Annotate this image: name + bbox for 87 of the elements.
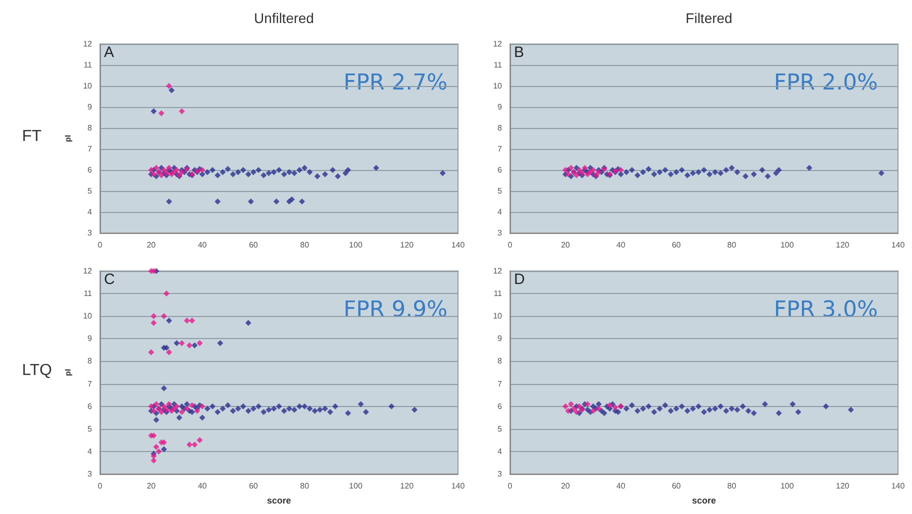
x-tick-label: 80 xyxy=(300,240,310,250)
x-tick-label: 80 xyxy=(727,240,737,250)
y-tick-label: 10 xyxy=(493,312,503,321)
annotation: FPR 2.0% xyxy=(774,70,878,96)
text: FT xyxy=(22,128,42,145)
y-axis-title: pI xyxy=(64,368,73,376)
annotation: C xyxy=(104,271,115,288)
x-tick-label: 20 xyxy=(146,482,156,490)
x-tick-label: 0 xyxy=(98,240,103,250)
y-tick-label: 9 xyxy=(498,334,503,344)
y-tick-label: 6 xyxy=(88,166,93,174)
x-axis-title: score xyxy=(692,496,716,506)
x-tick-label: 60 xyxy=(248,482,258,490)
x-tick-label: 40 xyxy=(616,482,626,490)
x-axis-title: score xyxy=(266,496,292,506)
x-tick-label: 40 xyxy=(198,482,208,490)
y-tick-label: 11 xyxy=(84,60,93,70)
y-tick-label: 11 xyxy=(84,289,93,298)
chart-title: Unfiltered xyxy=(254,10,314,26)
x-tick-label: 120 xyxy=(400,240,414,250)
y-tick-label: 4 xyxy=(88,446,93,456)
y-tick-label: 5 xyxy=(88,424,93,434)
y-tick-label: 7 xyxy=(498,379,503,388)
annotation: FPR 9.9% xyxy=(343,298,448,322)
y-tick-label: 5 xyxy=(498,424,503,434)
y-tick-label: 6 xyxy=(498,166,503,174)
y-tick-label: 8 xyxy=(498,124,503,132)
annotation: D xyxy=(514,271,525,288)
y-tick-label: 4 xyxy=(498,446,503,456)
y-tick-label: 10 xyxy=(83,312,93,321)
y-tick-label: 12 xyxy=(493,40,503,48)
y-tick-label: 6 xyxy=(498,402,503,411)
y-tick-label: 12 xyxy=(83,40,93,48)
y-tick-label: 3 xyxy=(88,470,93,478)
y-tick-label: 12 xyxy=(83,266,93,276)
x-tick-label: 80 xyxy=(300,482,310,490)
text: LTQ xyxy=(22,362,52,379)
x-tick-label: 60 xyxy=(672,240,682,250)
chart-title: Filtered xyxy=(686,10,732,26)
x-tick-label: 40 xyxy=(198,240,208,250)
x-tick-label: 0 xyxy=(508,482,513,490)
y-tick-label: 5 xyxy=(498,186,503,196)
y-tick-label: 11 xyxy=(494,60,503,70)
x-tick-label: 0 xyxy=(98,482,103,490)
x-tick-label: 100 xyxy=(780,240,794,250)
y-tick-label: 6 xyxy=(88,402,93,411)
y-tick-label: 4 xyxy=(498,208,503,216)
y-tick-label: 7 xyxy=(88,379,93,388)
x-tick-label: 140 xyxy=(451,240,466,250)
y-tick-label: 10 xyxy=(493,82,503,90)
y-tick-label: 9 xyxy=(88,334,93,344)
y-tick-label: 5 xyxy=(88,186,93,196)
x-tick-label: 100 xyxy=(349,482,363,490)
y-tick-label: 8 xyxy=(88,356,93,366)
x-tick-label: 120 xyxy=(400,482,414,490)
y-tick-label: 7 xyxy=(88,144,93,154)
y-tick-label: 8 xyxy=(498,356,503,366)
x-tick-label: 120 xyxy=(836,482,850,490)
y-axis-title: pI xyxy=(64,134,73,142)
y-tick-label: 7 xyxy=(498,144,503,154)
y-tick-label: 12 xyxy=(493,266,503,276)
y-tick-label: 8 xyxy=(88,124,93,132)
y-tick-label: 3 xyxy=(498,470,503,478)
y-tick-label: 9 xyxy=(88,102,93,112)
x-tick-label: 120 xyxy=(836,240,850,250)
y-tick-label: 11 xyxy=(494,289,503,298)
x-tick-label: 100 xyxy=(780,482,794,490)
x-tick-label: 20 xyxy=(560,240,570,250)
x-tick-label: 80 xyxy=(727,482,737,490)
x-tick-label: 40 xyxy=(616,240,626,250)
annotation: B xyxy=(514,44,524,61)
annotation: FPR 2.7% xyxy=(343,70,448,96)
x-tick-label: 60 xyxy=(672,482,682,490)
x-tick-label: 140 xyxy=(891,240,906,250)
y-tick-label: 4 xyxy=(88,208,93,216)
x-tick-label: 20 xyxy=(146,240,156,250)
x-tick-label: 140 xyxy=(451,482,466,490)
x-tick-label: 140 xyxy=(891,482,906,490)
x-tick-label: 20 xyxy=(560,482,570,490)
y-tick-label: 9 xyxy=(498,102,503,112)
annotation: A xyxy=(104,44,114,61)
x-tick-label: 100 xyxy=(349,240,363,250)
y-tick-label: 3 xyxy=(498,228,503,238)
x-tick-label: 0 xyxy=(508,240,513,250)
y-tick-label: 10 xyxy=(83,82,93,90)
y-tick-label: 3 xyxy=(88,228,93,238)
x-tick-label: 60 xyxy=(248,240,258,250)
